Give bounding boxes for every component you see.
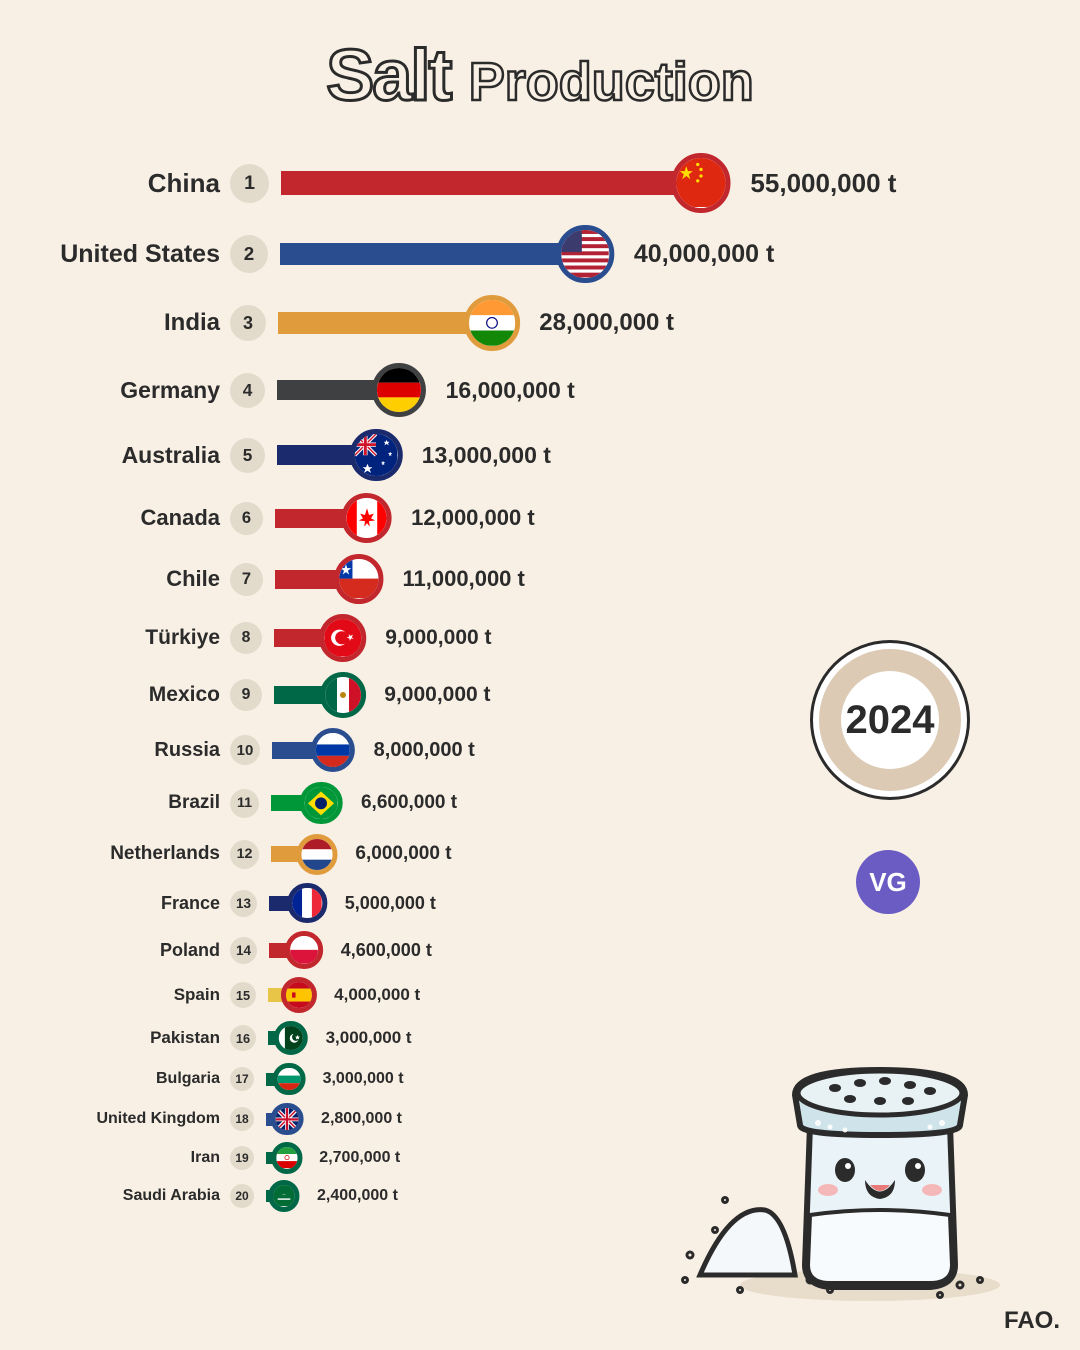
value-label: 8,000,000 t xyxy=(374,739,475,762)
country-label: Australia xyxy=(0,442,230,469)
rank-badge: 19 xyxy=(230,1146,254,1170)
flag-icon: ـــ xyxy=(269,1180,300,1211)
flag-icon xyxy=(464,295,520,351)
value-label: 55,000,000 t xyxy=(750,168,896,199)
value-label: 40,000,000 t xyxy=(634,240,774,269)
flag-icon xyxy=(287,883,326,922)
flag-icon xyxy=(285,931,323,969)
rank-badge: 15 xyxy=(230,982,256,1008)
flag-icon xyxy=(334,554,383,603)
rank-badge: 9 xyxy=(230,679,262,711)
flag-icon xyxy=(274,1021,308,1055)
title-main: Salt xyxy=(326,35,450,117)
flag-icon xyxy=(311,728,355,772)
country-label: Pakistan xyxy=(0,1028,230,1048)
country-label: India xyxy=(0,309,230,337)
rank-badge: 4 xyxy=(230,373,265,408)
value-label: 9,000,000 t xyxy=(385,626,491,650)
country-label: Germany xyxy=(0,377,230,404)
country-label: United Kingdom xyxy=(0,1110,230,1128)
value-label: 13,000,000 t xyxy=(422,442,551,469)
rank-badge: 10 xyxy=(230,735,260,765)
rank-badge: 5 xyxy=(230,438,265,473)
value-label: 2,700,000 t xyxy=(319,1149,400,1167)
flag-icon xyxy=(271,1142,302,1173)
country-label: Netherlands xyxy=(0,843,230,865)
value-label: 4,600,000 t xyxy=(341,940,432,961)
rank-badge: 20 xyxy=(230,1184,254,1208)
value-label: 3,000,000 t xyxy=(326,1028,412,1048)
flag-icon xyxy=(300,782,343,825)
value-label: 9,000,000 t xyxy=(384,683,490,707)
country-label: Mexico xyxy=(0,683,230,707)
flag-icon xyxy=(296,834,337,875)
country-label: Iran xyxy=(0,1149,230,1167)
country-label: France xyxy=(0,893,230,914)
rank-badge: 12 xyxy=(230,840,259,869)
country-label: Bulgaria xyxy=(0,1070,230,1088)
country-label: United States xyxy=(0,240,230,269)
rank-badge: 16 xyxy=(230,1025,256,1051)
rank-badge: 6 xyxy=(230,502,263,535)
rank-badge: 11 xyxy=(230,789,259,818)
chart-row: Germany 4 16,000,000 t xyxy=(0,357,1080,423)
salt-shaker-icon xyxy=(670,1005,1010,1305)
rank-badge: 3 xyxy=(230,305,266,341)
value-label: 4,000,000 t xyxy=(334,985,420,1005)
value-label: 6,000,000 t xyxy=(355,843,451,865)
value-label: 12,000,000 t xyxy=(411,505,535,531)
bar xyxy=(280,243,585,265)
rank-badge: 13 xyxy=(230,890,257,917)
country-label: Saudi Arabia xyxy=(0,1187,230,1205)
value-label: 2,800,000 t xyxy=(321,1110,402,1128)
chart-row: China 1 55,000,000 t xyxy=(0,147,1080,219)
flag-icon xyxy=(671,153,730,212)
flag-icon xyxy=(280,977,316,1013)
chart-row: India 3 28,000,000 t xyxy=(0,289,1080,357)
flag-icon xyxy=(557,225,614,282)
rank-badge: 8 xyxy=(230,622,262,654)
chart-row: Australia 5 13,000,000 t xyxy=(0,423,1080,487)
flag-icon xyxy=(271,1103,304,1136)
year-text: 2024 xyxy=(846,698,935,743)
bar xyxy=(278,312,492,334)
value-label: 16,000,000 t xyxy=(446,377,575,404)
value-label: 3,000,000 t xyxy=(323,1070,404,1088)
chart-row: Chile 7 11,000,000 t xyxy=(0,549,1080,609)
country-label: Russia xyxy=(0,739,230,762)
title-sub: Production xyxy=(469,51,754,113)
value-label: 11,000,000 t xyxy=(403,566,525,592)
rank-badge: 1 xyxy=(230,164,269,203)
flag-icon xyxy=(372,363,426,417)
chart-row: Poland 14 4,600,000 t xyxy=(0,927,1080,973)
bar xyxy=(281,171,701,195)
country-label: Spain xyxy=(0,985,230,1005)
vg-logo: VG xyxy=(856,850,920,914)
source-label: FAO. xyxy=(1004,1307,1060,1335)
flag-icon xyxy=(320,672,366,718)
rank-badge: 17 xyxy=(230,1067,254,1091)
country-label: Brazil xyxy=(0,792,230,814)
chart-title: Salt Production xyxy=(0,0,1080,147)
flag-icon xyxy=(273,1063,306,1096)
year-badge: 2024 xyxy=(810,640,970,800)
flag-icon xyxy=(350,429,402,481)
chart-row: United States 2 40,000,000 t xyxy=(0,219,1080,289)
rank-badge: 14 xyxy=(230,937,257,964)
value-label: 2,400,000 t xyxy=(317,1187,398,1205)
country-label: Chile xyxy=(0,566,230,592)
value-label: 28,000,000 t xyxy=(539,309,674,337)
rank-badge: 2 xyxy=(230,235,268,273)
flag-icon xyxy=(341,493,392,544)
country-label: Türkiye xyxy=(0,626,230,650)
chart-row: Canada 6 12,000,000 t xyxy=(0,487,1080,549)
rank-badge: 7 xyxy=(230,563,263,596)
value-label: 6,600,000 t xyxy=(361,792,457,814)
country-label: China xyxy=(0,168,230,199)
country-label: Poland xyxy=(0,940,230,961)
rank-badge: 18 xyxy=(230,1107,254,1131)
country-label: Canada xyxy=(0,505,230,531)
flag-icon xyxy=(319,614,367,662)
value-label: 5,000,000 t xyxy=(345,893,436,914)
